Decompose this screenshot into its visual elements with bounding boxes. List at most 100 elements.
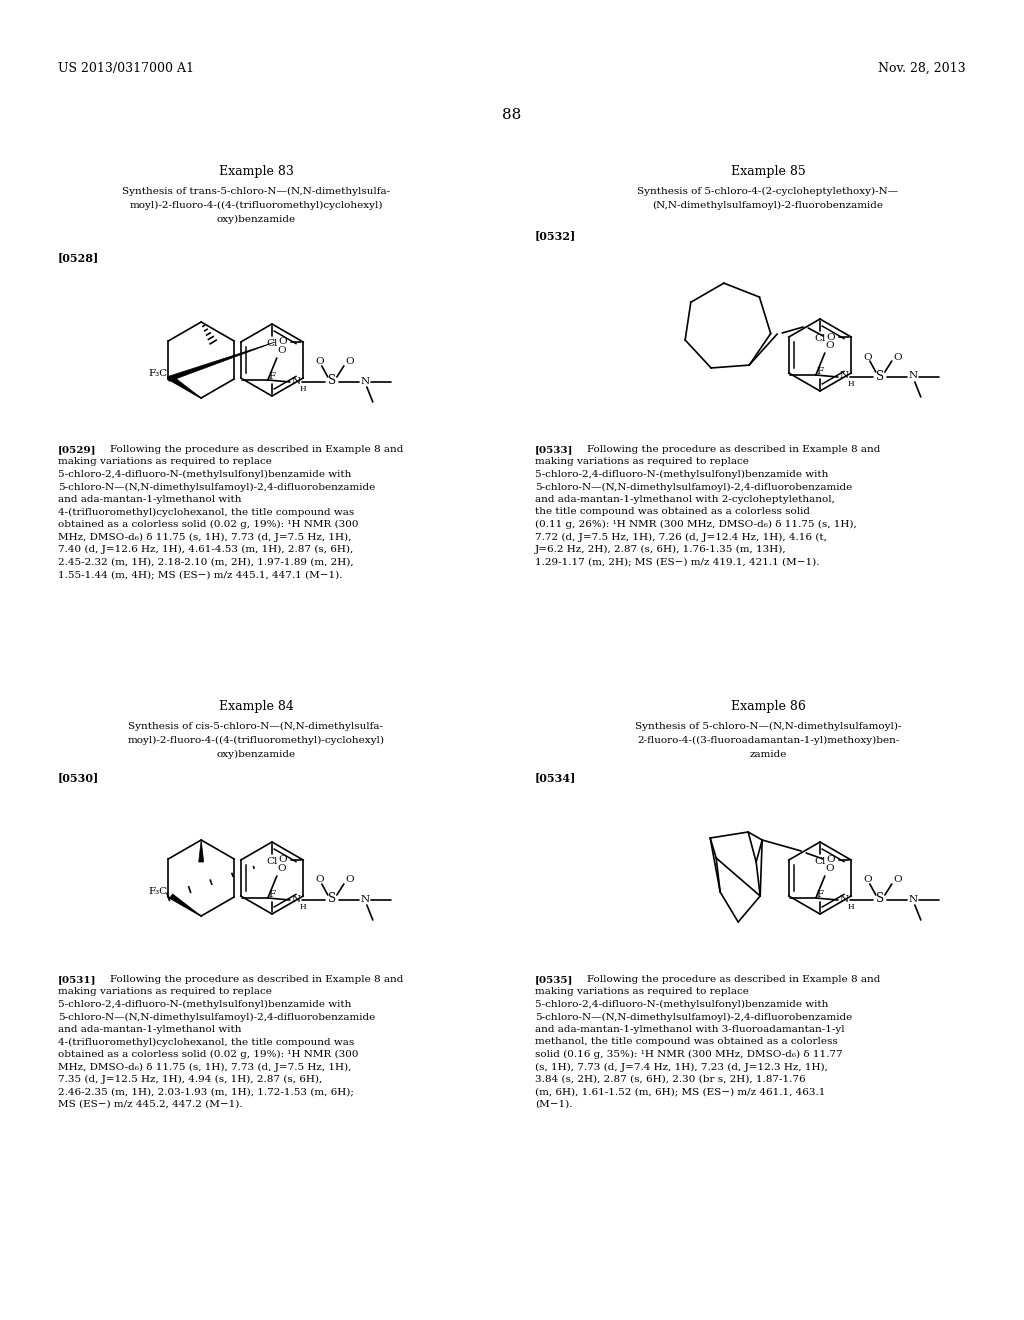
Text: Example 86: Example 86: [730, 700, 806, 713]
Text: O: O: [279, 855, 288, 865]
Text: 5-chloro-N—(N,N-dimethylsulfamoyl)-2,4-difluorobenzamide: 5-chloro-N—(N,N-dimethylsulfamoyl)-2,4-d…: [58, 483, 375, 491]
Text: F: F: [816, 890, 823, 899]
Text: 5-chloro-N—(N,N-dimethylsulfamoyl)-2,4-difluorobenzamide: 5-chloro-N—(N,N-dimethylsulfamoyl)-2,4-d…: [535, 483, 852, 491]
Text: making variations as required to replace: making variations as required to replace: [58, 458, 272, 466]
Text: N: N: [360, 376, 370, 385]
Text: O: O: [278, 865, 287, 873]
Text: Example 85: Example 85: [731, 165, 805, 178]
Text: and ada-mantan-1-ylmethanol with: and ada-mantan-1-ylmethanol with: [58, 1026, 242, 1034]
Text: Nov. 28, 2013: Nov. 28, 2013: [879, 62, 966, 75]
Text: O: O: [894, 875, 902, 884]
Text: S: S: [876, 892, 884, 906]
Text: the title compound was obtained as a colorless solid: the title compound was obtained as a col…: [535, 507, 810, 516]
Text: N: N: [360, 895, 370, 903]
Text: J=6.2 Hz, 2H), 2.87 (s, 6H), 1.76-1.35 (m, 13H),: J=6.2 Hz, 2H), 2.87 (s, 6H), 1.76-1.35 (…: [535, 545, 786, 554]
Text: F: F: [268, 372, 275, 381]
Text: N: N: [840, 371, 849, 380]
Text: [0530]: [0530]: [58, 772, 99, 783]
Text: solid (0.16 g, 35%): ¹H NMR (300 MHz, DMSO-d₆) δ 11.77: solid (0.16 g, 35%): ¹H NMR (300 MHz, DM…: [535, 1049, 843, 1059]
Text: O: O: [825, 865, 835, 873]
Text: making variations as required to replace: making variations as required to replace: [535, 987, 749, 997]
Text: S: S: [328, 375, 336, 388]
Text: N: N: [291, 895, 300, 903]
Text: [0528]: [0528]: [58, 252, 99, 263]
Text: N: N: [840, 895, 849, 903]
Text: 2.46-2.35 (m, 1H), 2.03-1.93 (m, 1H), 1.72-1.53 (m, 6H);: 2.46-2.35 (m, 1H), 2.03-1.93 (m, 1H), 1.…: [58, 1088, 354, 1097]
Text: H: H: [299, 903, 306, 911]
Text: 1.55-1.44 (m, 4H); MS (ES−) m/z 445.1, 447.1 (M−1).: 1.55-1.44 (m, 4H); MS (ES−) m/z 445.1, 4…: [58, 570, 342, 579]
Text: 4-(trifluoromethyl)cyclohexanol, the title compound was: 4-(trifluoromethyl)cyclohexanol, the tit…: [58, 1038, 354, 1047]
Text: O: O: [826, 333, 836, 342]
Polygon shape: [170, 894, 201, 916]
Text: moyl)-2-fluoro-4-((4-(trifluoromethyl)cyclohexyl): moyl)-2-fluoro-4-((4-(trifluoromethyl)cy…: [129, 201, 383, 210]
Text: O: O: [315, 875, 325, 884]
Text: [0534]: [0534]: [535, 772, 577, 783]
Text: (0.11 g, 26%): ¹H NMR (300 MHz, DMSO-d₆) δ 11.75 (s, 1H),: (0.11 g, 26%): ¹H NMR (300 MHz, DMSO-d₆)…: [535, 520, 857, 529]
Text: N: N: [291, 376, 300, 385]
Text: Following the procedure as described in Example 8 and: Following the procedure as described in …: [587, 975, 881, 983]
Text: MHz, DMSO-d₆) δ 11.75 (s, 1H), 7.73 (d, J=7.5 Hz, 1H),: MHz, DMSO-d₆) δ 11.75 (s, 1H), 7.73 (d, …: [58, 532, 351, 541]
Text: O: O: [278, 346, 287, 355]
Text: (m, 6H), 1.61-1.52 (m, 6H); MS (ES−) m/z 461.1, 463.1: (m, 6H), 1.61-1.52 (m, 6H); MS (ES−) m/z…: [535, 1088, 825, 1097]
Polygon shape: [199, 840, 204, 862]
Text: 2-fluoro-4-((3-fluoroadamantan-1-yl)methoxy)ben-: 2-fluoro-4-((3-fluoroadamantan-1-yl)meth…: [637, 737, 899, 744]
Polygon shape: [168, 342, 275, 381]
Text: (M−1).: (M−1).: [535, 1100, 572, 1109]
Text: zamide: zamide: [750, 750, 786, 759]
Text: Cl: Cl: [814, 334, 825, 343]
Text: O: O: [345, 358, 354, 367]
Text: and ada-mantan-1-ylmethanol with 3-fluoroadamantan-1-yl: and ada-mantan-1-ylmethanol with 3-fluor…: [535, 1026, 845, 1034]
Text: making variations as required to replace: making variations as required to replace: [535, 458, 749, 466]
Text: 7.35 (d, J=12.5 Hz, 1H), 4.94 (s, 1H), 2.87 (s, 6H),: 7.35 (d, J=12.5 Hz, 1H), 4.94 (s, 1H), 2…: [58, 1074, 323, 1084]
Text: Synthesis of trans-5-chloro-N—(N,N-dimethylsulfa-: Synthesis of trans-5-chloro-N—(N,N-dimet…: [122, 187, 390, 197]
Text: 5-chloro-2,4-difluoro-N-(methylsulfonyl)benzamide with: 5-chloro-2,4-difluoro-N-(methylsulfonyl)…: [58, 470, 351, 479]
Text: Cl: Cl: [266, 339, 278, 348]
Text: 3.84 (s, 2H), 2.87 (s, 6H), 2.30 (br s, 2H), 1.87-1.76: 3.84 (s, 2H), 2.87 (s, 6H), 2.30 (br s, …: [535, 1074, 806, 1084]
Text: 5-chloro-2,4-difluoro-N-(methylsulfonyl)benzamide with: 5-chloro-2,4-difluoro-N-(methylsulfonyl)…: [535, 1001, 828, 1008]
Text: oxy)benzamide: oxy)benzamide: [216, 750, 296, 759]
Text: O: O: [279, 338, 288, 346]
Text: Cl: Cl: [814, 857, 825, 866]
Text: and ada-mantan-1-ylmethanol with 2-cycloheptylethanol,: and ada-mantan-1-ylmethanol with 2-cyclo…: [535, 495, 835, 504]
Text: 7.40 (d, J=12.6 Hz, 1H), 4.61-4.53 (m, 1H), 2.87 (s, 6H),: 7.40 (d, J=12.6 Hz, 1H), 4.61-4.53 (m, 1…: [58, 545, 353, 554]
Text: 88: 88: [503, 108, 521, 121]
Text: 2.45-2.32 (m, 1H), 2.18-2.10 (m, 2H), 1.97-1.89 (m, 2H),: 2.45-2.32 (m, 1H), 2.18-2.10 (m, 2H), 1.…: [58, 557, 353, 566]
Text: [0531]: [0531]: [58, 975, 96, 983]
Text: Cl: Cl: [266, 857, 278, 866]
Text: (s, 1H), 7.73 (d, J=7.4 Hz, 1H), 7.23 (d, J=12.3 Hz, 1H),: (s, 1H), 7.73 (d, J=7.4 Hz, 1H), 7.23 (d…: [535, 1063, 827, 1072]
Text: O: O: [894, 352, 902, 362]
Text: Synthesis of 5-chloro-N—(N,N-dimethylsulfamoyl)-: Synthesis of 5-chloro-N—(N,N-dimethylsul…: [635, 722, 901, 731]
Text: Synthesis of 5-chloro-4-(2-cycloheptylethoxy)-N—: Synthesis of 5-chloro-4-(2-cycloheptylet…: [637, 187, 899, 197]
Text: Synthesis of cis-5-chloro-N—(N,N-dimethylsulfa-: Synthesis of cis-5-chloro-N—(N,N-dimethy…: [128, 722, 384, 731]
Text: 1.29-1.17 (m, 2H); MS (ES−) m/z 419.1, 421.1 (M−1).: 1.29-1.17 (m, 2H); MS (ES−) m/z 419.1, 4…: [535, 557, 819, 566]
Text: 7.72 (d, J=7.5 Hz, 1H), 7.26 (d, J=12.4 Hz, 1H), 4.16 (t,: 7.72 (d, J=7.5 Hz, 1H), 7.26 (d, J=12.4 …: [535, 532, 826, 541]
Text: moyl)-2-fluoro-4-((4-(trifluoromethyl)-cyclohexyl): moyl)-2-fluoro-4-((4-(trifluoromethyl)-c…: [128, 737, 384, 744]
Text: [0529]: [0529]: [58, 445, 96, 454]
Text: O: O: [345, 875, 354, 884]
Text: MHz, DMSO-d₆) δ 11.75 (s, 1H), 7.73 (d, J=7.5 Hz, 1H),: MHz, DMSO-d₆) δ 11.75 (s, 1H), 7.73 (d, …: [58, 1063, 351, 1072]
Text: obtained as a colorless solid (0.02 g, 19%): ¹H NMR (300: obtained as a colorless solid (0.02 g, 1…: [58, 1049, 358, 1059]
Text: 4-(trifluoromethyl)cyclohexanol, the title compound was: 4-(trifluoromethyl)cyclohexanol, the tit…: [58, 507, 354, 516]
Text: [0532]: [0532]: [535, 230, 577, 242]
Text: methanol, the title compound was obtained as a colorless: methanol, the title compound was obtaine…: [535, 1038, 838, 1047]
Text: N: N: [908, 371, 918, 380]
Text: MS (ES−) m/z 445.2, 447.2 (M−1).: MS (ES−) m/z 445.2, 447.2 (M−1).: [58, 1100, 243, 1109]
Text: S: S: [876, 370, 884, 383]
Text: H: H: [848, 380, 854, 388]
Text: 5-chloro-2,4-difluoro-N-(methylsulfonyl)benzamide with: 5-chloro-2,4-difluoro-N-(methylsulfonyl)…: [58, 1001, 351, 1008]
Text: making variations as required to replace: making variations as required to replace: [58, 987, 272, 997]
Text: (N,N-dimethylsulfamoyl)-2-fluorobenzamide: (N,N-dimethylsulfamoyl)-2-fluorobenzamid…: [652, 201, 884, 210]
Text: O: O: [825, 341, 835, 350]
Text: O: O: [863, 875, 872, 884]
Text: O: O: [863, 352, 872, 362]
Text: Example 83: Example 83: [218, 165, 294, 178]
Text: Following the procedure as described in Example 8 and: Following the procedure as described in …: [110, 445, 403, 454]
Text: US 2013/0317000 A1: US 2013/0317000 A1: [58, 62, 194, 75]
Text: 5-chloro-2,4-difluoro-N-(methylsulfonyl)benzamide with: 5-chloro-2,4-difluoro-N-(methylsulfonyl)…: [535, 470, 828, 479]
Text: 5-chloro-N—(N,N-dimethylsulfamoyl)-2,4-difluorobenzamide: 5-chloro-N—(N,N-dimethylsulfamoyl)-2,4-d…: [58, 1012, 375, 1022]
Text: Following the procedure as described in Example 8 and: Following the procedure as described in …: [587, 445, 881, 454]
Text: O: O: [315, 358, 325, 367]
Text: Example 84: Example 84: [218, 700, 294, 713]
Text: [0535]: [0535]: [535, 975, 573, 983]
Text: F₃C: F₃C: [148, 370, 167, 379]
